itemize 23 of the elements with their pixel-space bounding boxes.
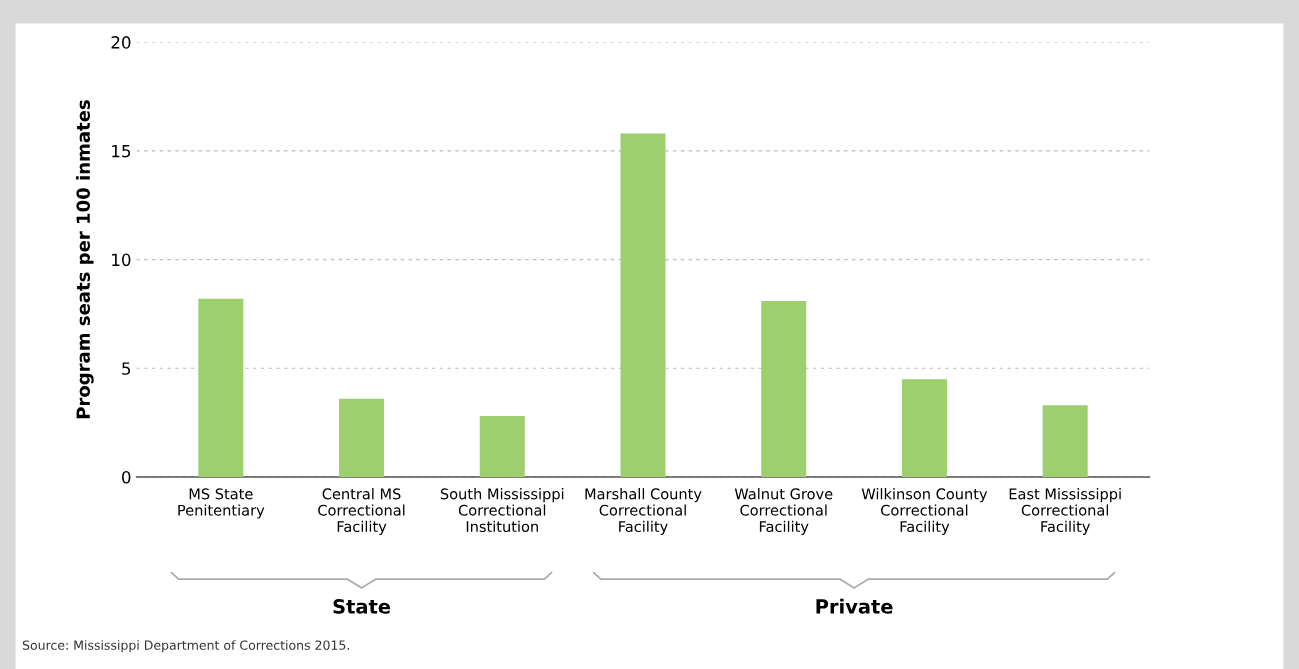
y-axis-title: Program seats per 100 inmates [76, 100, 94, 419]
bar [339, 398, 385, 477]
x-tick-label: South Mississippi Correctional Institution [440, 488, 564, 533]
y-tick-label: 15 [112, 145, 131, 158]
x-tick-label: MS State Penitentiary [178, 488, 265, 519]
bar [198, 298, 244, 477]
y-tick-label: 20 [111, 36, 131, 49]
bar [761, 300, 807, 477]
x-tick-label: Wilkinson County Correctional Facility [861, 488, 988, 535]
x-tick-label: Walnut Grove Correctional Facility [734, 488, 833, 535]
bar [479, 416, 525, 477]
x-tick-label: Marshall County Correctional Facility [585, 488, 702, 535]
bar [901, 379, 947, 477]
text: State [333, 599, 391, 614]
y-tick-label: 5 [122, 362, 131, 375]
x-tick-label: East Mississippi Correctional Facility [1009, 488, 1121, 535]
y-tick-label: 0 [122, 470, 131, 484]
source-note: Source: Mississippi Department of Corrections 2015. [22, 640, 349, 653]
bar [1042, 405, 1088, 477]
x-tick-label: Central MS Correctional Facility [318, 488, 405, 535]
bar [620, 133, 666, 477]
text: Private [816, 598, 893, 614]
y-tick-label: 10 [112, 253, 131, 267]
